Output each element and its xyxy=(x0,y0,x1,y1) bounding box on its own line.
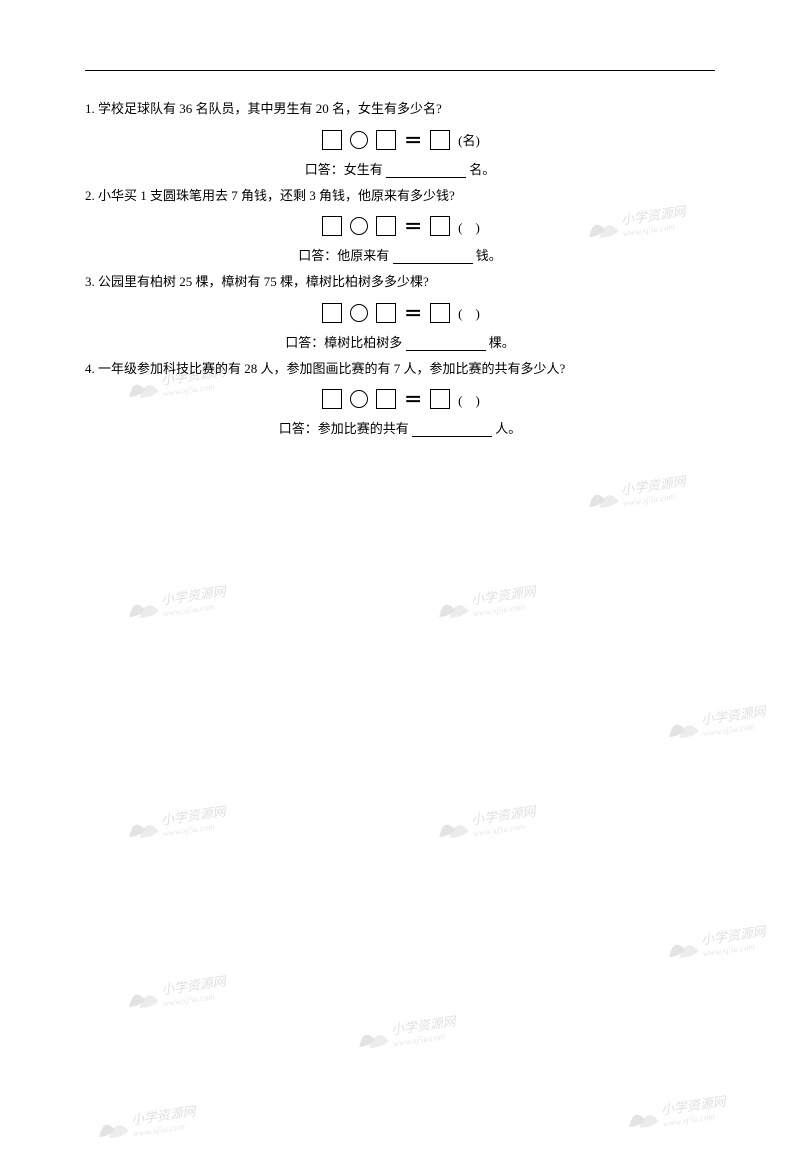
svg-text:小学资源网: 小学资源网 xyxy=(660,1093,728,1117)
watermark-icon: 小学资源网 www.xj5u.com xyxy=(120,970,240,1020)
question-text: 1. 学校足球队有 36 名队员，其中男生有 20 名，女生有多少名? xyxy=(85,99,715,119)
question-text: 2. 小华买 1 支圆珠笔用去 7 角钱，还剩 3 角钱，他原来有多少钱? xyxy=(85,186,715,206)
question-body: 学校足球队有 36 名队员，其中男生有 20 名，女生有多少名? xyxy=(98,101,442,116)
equation-row: ＝ ( ) xyxy=(85,213,715,239)
equation-row: ＝ (名) xyxy=(85,127,715,153)
svg-text:www.xj5u.com: www.xj5u.com xyxy=(162,821,216,838)
equals-sign: ＝ xyxy=(404,217,422,237)
svg-text:www.xj5u.com: www.xj5u.com xyxy=(622,491,676,508)
answer-row: 口答：樟树比柏树多 棵。 xyxy=(85,332,715,351)
question-body: 公园里有柏树 25 棵，樟树有 75 棵，樟树比柏树多多少棵? xyxy=(98,274,429,289)
equals-sign: ＝ xyxy=(404,131,422,151)
svg-text:小学资源网: 小学资源网 xyxy=(470,803,538,827)
svg-text:www.xj5u.com: www.xj5u.com xyxy=(702,721,756,738)
question-block: 1. 学校足球队有 36 名队员，其中男生有 20 名，女生有多少名? ＝ (名… xyxy=(85,99,715,178)
answer-blank xyxy=(412,423,492,437)
answer-suffix: 人。 xyxy=(495,421,521,436)
blank-box-icon xyxy=(322,303,342,323)
blank-box-icon xyxy=(322,130,342,150)
result-box-icon xyxy=(430,303,450,323)
svg-text:小学资源网: 小学资源网 xyxy=(160,803,228,827)
answer-row: 口答：女生有 名。 xyxy=(85,159,715,178)
question-block: 2. 小华买 1 支圆珠笔用去 7 角钱，还剩 3 角钱，他原来有多少钱? ＝ … xyxy=(85,186,715,265)
svg-text:www.xj5u.com: www.xj5u.com xyxy=(162,601,216,618)
question-number: 3. xyxy=(85,274,95,289)
svg-text:www.xj5u.com: www.xj5u.com xyxy=(472,601,526,618)
watermark-icon: 小学资源网 www.xj5u.com xyxy=(350,1010,470,1060)
answer-blank xyxy=(386,164,466,178)
svg-text:小学资源网: 小学资源网 xyxy=(700,703,768,727)
svg-text:www.xj5u.com: www.xj5u.com xyxy=(702,941,756,958)
watermark-icon: 小学资源网 www.xj5u.com xyxy=(430,580,550,630)
blank-box-icon xyxy=(322,389,342,409)
question-text: 3. 公园里有柏树 25 棵，樟树有 75 棵，樟树比柏树多多少棵? xyxy=(85,272,715,292)
operator-circle-icon xyxy=(350,131,368,149)
svg-text:小学资源网: 小学资源网 xyxy=(160,583,228,607)
svg-text:小学资源网: 小学资源网 xyxy=(700,923,768,947)
page-top-rule xyxy=(85,70,715,71)
answer-row: 口答：他原来有 钱。 xyxy=(85,245,715,264)
answer-prefix: 口答：参加比赛的共有 xyxy=(279,421,409,436)
watermark-icon: 小学资源网 www.xj5u.com xyxy=(120,800,240,850)
operator-circle-icon xyxy=(350,217,368,235)
watermark-icon: 小学资源网 www.xj5u.com xyxy=(120,580,240,630)
operator-circle-icon xyxy=(350,390,368,408)
blank-box-icon xyxy=(376,130,396,150)
unit-label: ( ) xyxy=(458,393,480,408)
blank-box-icon xyxy=(376,216,396,236)
watermark-icon: 小学资源网 www.xj5u.com xyxy=(660,700,780,750)
svg-text:小学资源网: 小学资源网 xyxy=(470,583,538,607)
svg-text:小学资源网: 小学资源网 xyxy=(620,473,688,497)
answer-suffix: 钱。 xyxy=(476,248,502,263)
answer-prefix: 口答：他原来有 xyxy=(298,248,389,263)
blank-box-icon xyxy=(376,303,396,323)
operator-circle-icon xyxy=(350,304,368,322)
answer-suffix: 名。 xyxy=(469,162,495,177)
watermark-icon: 小学资源网 www.xj5u.com xyxy=(580,470,700,520)
question-text: 4. 一年级参加科技比赛的有 28 人，参加图画比赛的有 7 人，参加比赛的共有… xyxy=(85,359,715,379)
svg-text:小学资源网: 小学资源网 xyxy=(130,1103,198,1127)
question-block: 3. 公园里有柏树 25 棵，樟树有 75 棵，樟树比柏树多多少棵? ＝ ( )… xyxy=(85,272,715,351)
svg-text:www.xj5u.com: www.xj5u.com xyxy=(162,991,216,1008)
equation-row: ＝ ( ) xyxy=(85,386,715,412)
equation-row: ＝ ( ) xyxy=(85,300,715,326)
answer-prefix: 口答：女生有 xyxy=(305,162,383,177)
unit-label: ( ) xyxy=(458,220,480,235)
watermark-icon: 小学资源网 www.xj5u.com xyxy=(430,800,550,850)
svg-text:小学资源网: 小学资源网 xyxy=(390,1013,458,1037)
unit-label: (名) xyxy=(458,133,480,148)
blank-box-icon xyxy=(376,389,396,409)
answer-row: 口答：参加比赛的共有 人。 xyxy=(85,418,715,437)
question-number: 1. xyxy=(85,101,95,116)
svg-text:www.xj5u.com: www.xj5u.com xyxy=(132,1121,186,1138)
blank-box-icon xyxy=(322,216,342,236)
answer-prefix: 口答：樟树比柏树多 xyxy=(285,335,402,350)
result-box-icon xyxy=(430,130,450,150)
svg-text:www.xj5u.com: www.xj5u.com xyxy=(472,821,526,838)
watermark-icon: 小学资源网 www.xj5u.com xyxy=(660,920,780,970)
unit-label: ( ) xyxy=(458,306,480,321)
answer-blank xyxy=(406,337,486,351)
result-box-icon xyxy=(430,216,450,236)
question-number: 4. xyxy=(85,361,95,376)
equals-sign: ＝ xyxy=(404,304,422,324)
watermark-icon: 小学资源网 www.xj5u.com xyxy=(90,1100,210,1150)
svg-text:www.xj5u.com: www.xj5u.com xyxy=(662,1111,716,1128)
watermark-icon: 小学资源网 www.xj5u.com xyxy=(620,1090,740,1140)
svg-text:小学资源网: 小学资源网 xyxy=(160,973,228,997)
question-body: 小华买 1 支圆珠笔用去 7 角钱，还剩 3 角钱，他原来有多少钱? xyxy=(98,188,455,203)
answer-suffix: 棵。 xyxy=(489,335,515,350)
svg-text:www.xj5u.com: www.xj5u.com xyxy=(392,1031,446,1048)
question-body: 一年级参加科技比赛的有 28 人，参加图画比赛的有 7 人，参加比赛的共有多少人… xyxy=(98,361,565,376)
result-box-icon xyxy=(430,389,450,409)
question-number: 2. xyxy=(85,188,95,203)
answer-blank xyxy=(393,250,473,264)
question-block: 4. 一年级参加科技比赛的有 28 人，参加图画比赛的有 7 人，参加比赛的共有… xyxy=(85,359,715,438)
equals-sign: ＝ xyxy=(404,390,422,410)
